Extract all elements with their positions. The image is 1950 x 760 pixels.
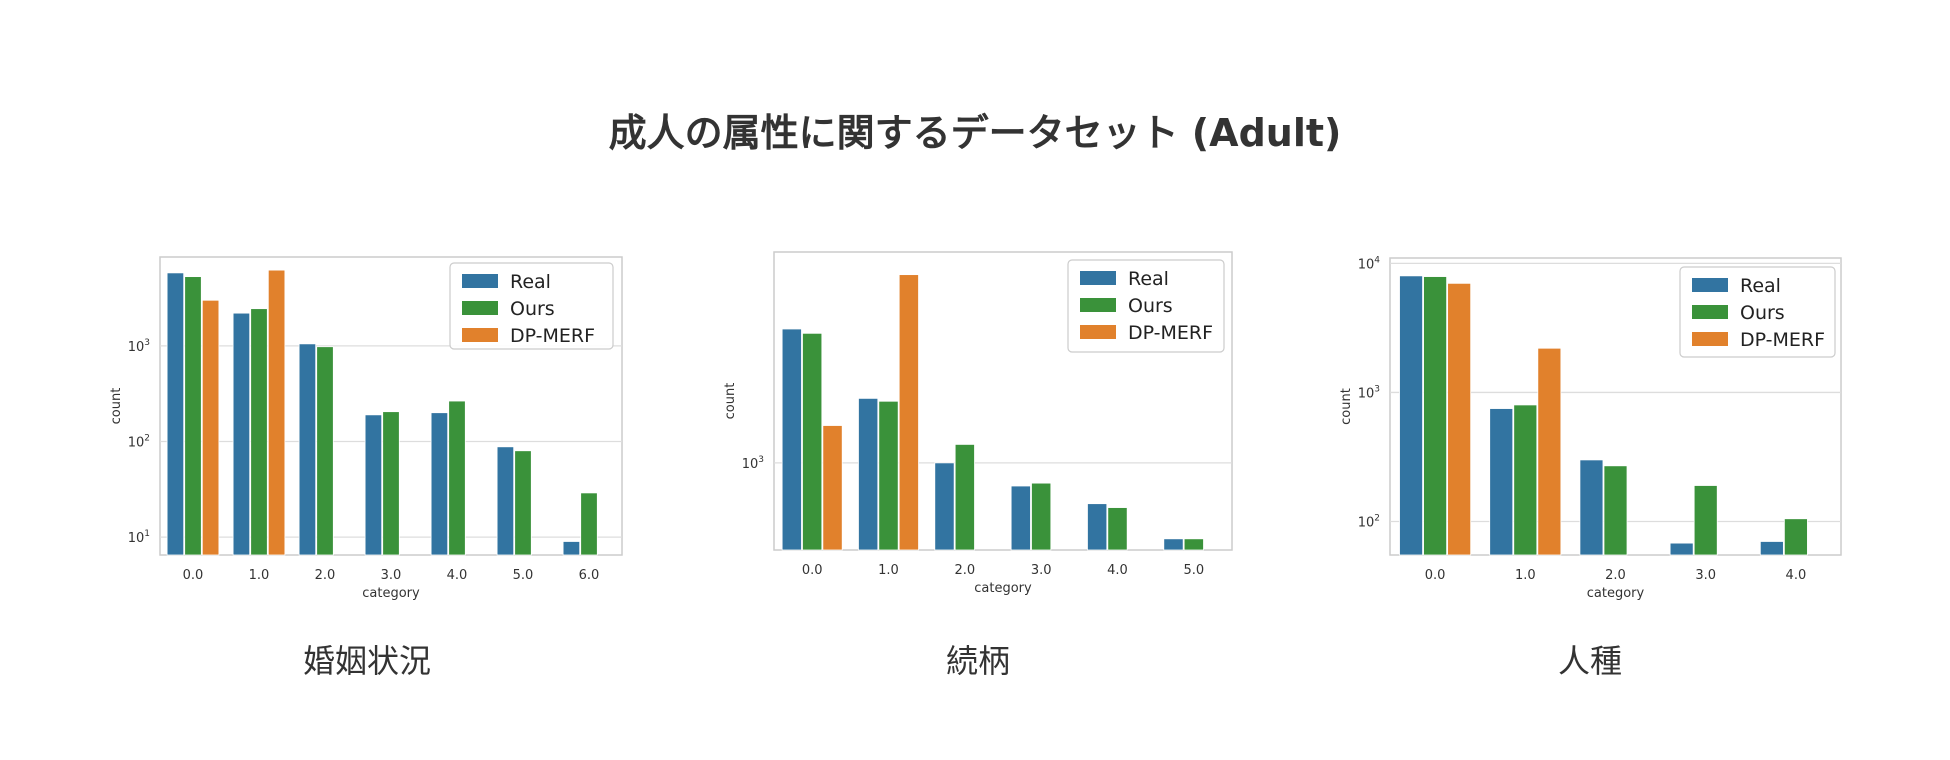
legend-swatch xyxy=(462,301,498,315)
bar xyxy=(1579,459,1604,556)
page-title: 成人の属性に関するデータセット (Adult) xyxy=(608,111,1342,155)
race-chart: 0.0 1.0 2.0 3.0 4.0 102 103 104 category count Rea… xyxy=(1339,255,1842,601)
bar xyxy=(382,411,400,556)
bar xyxy=(184,276,202,556)
y-tick-label: 102 xyxy=(1358,513,1380,530)
legend-swatch xyxy=(1080,325,1116,339)
bar xyxy=(1399,275,1423,556)
x-tick-label: 3.0 xyxy=(1695,568,1716,583)
legend-label: DP-MERF xyxy=(510,325,595,347)
bar xyxy=(562,541,581,556)
bar xyxy=(1423,276,1448,556)
bar xyxy=(496,446,515,556)
y-tick-label: 102 xyxy=(128,433,150,450)
bar xyxy=(954,443,975,551)
x-tick-label: 5.0 xyxy=(513,568,534,583)
bar xyxy=(781,328,802,551)
bar xyxy=(1183,538,1204,551)
x-tick-label: 1.0 xyxy=(878,563,899,578)
legend-label: Ours xyxy=(1128,295,1173,317)
legend-swatch xyxy=(1692,278,1728,292)
bar xyxy=(1031,482,1052,551)
x-tick-label: 2.0 xyxy=(954,563,975,578)
bar xyxy=(430,412,449,556)
bar xyxy=(201,299,220,556)
legend-swatch xyxy=(1080,298,1116,312)
legend-swatch xyxy=(1692,305,1728,319)
x-axis-label: category xyxy=(1587,586,1645,601)
bar xyxy=(448,400,466,556)
bar xyxy=(878,400,899,551)
legend-label: Ours xyxy=(1740,302,1785,324)
bar xyxy=(364,414,383,556)
legend-label: DP-MERF xyxy=(1740,329,1825,351)
y-tick-label: 101 xyxy=(128,529,150,546)
legend-label: Real xyxy=(510,271,551,293)
chart-caption-relationship: 続柄 xyxy=(945,642,1010,680)
bar xyxy=(898,274,919,551)
bar xyxy=(1489,408,1514,556)
bar xyxy=(1783,518,1808,556)
x-tick-label: 3.0 xyxy=(1031,563,1052,578)
bar xyxy=(858,397,879,551)
legend-label: Real xyxy=(1740,275,1781,297)
y-tick-label: 104 xyxy=(1358,255,1381,272)
y-tick-label: 103 xyxy=(742,455,764,472)
bar xyxy=(1447,282,1472,556)
bar xyxy=(316,346,334,556)
y-axis-label: count xyxy=(723,383,738,420)
bar xyxy=(1669,542,1694,556)
y-tick-label: 103 xyxy=(1358,384,1380,401)
bar xyxy=(1759,541,1784,556)
bar xyxy=(802,332,823,551)
legend-label: Real xyxy=(1128,268,1169,290)
relationship-chart: 0.0 1.0 2.0 3.0 4.0 5.0 103 category count Real Ou… xyxy=(723,251,1233,596)
chart-caption-race: 人種 xyxy=(1557,642,1622,680)
bar xyxy=(1693,485,1718,556)
x-tick-label: 4.0 xyxy=(1107,563,1128,578)
legend-swatch xyxy=(1692,332,1728,346)
bar xyxy=(1163,538,1184,551)
x-tick-label: 3.0 xyxy=(381,568,402,583)
bar xyxy=(1107,507,1128,551)
x-tick-label: 0.0 xyxy=(183,568,204,583)
legend-swatch xyxy=(462,328,498,342)
bar xyxy=(1513,404,1538,556)
x-tick-label: 0.0 xyxy=(802,563,823,578)
bar xyxy=(580,492,598,556)
y-tick-label: 103 xyxy=(128,338,150,355)
bar xyxy=(232,312,251,556)
x-tick-label: 6.0 xyxy=(579,568,600,583)
x-tick-label: 2.0 xyxy=(1605,568,1626,583)
x-tick-label: 2.0 xyxy=(315,568,336,583)
bar xyxy=(1603,465,1628,556)
bar xyxy=(298,343,317,556)
bar xyxy=(267,269,286,556)
bar xyxy=(934,462,955,551)
marital-status-chart: 0.0 1.0 2.0 3.0 4.0 5.0 6.0 101 102 103 category co… xyxy=(109,256,623,601)
legend-swatch xyxy=(1080,271,1116,285)
x-tick-label: 1.0 xyxy=(1515,568,1536,583)
bar xyxy=(166,272,185,556)
bar xyxy=(250,308,268,556)
legend-swatch xyxy=(462,274,498,288)
legend-label: DP-MERF xyxy=(1128,322,1213,344)
x-tick-label: 0.0 xyxy=(1425,568,1446,583)
chart-caption-marital-status: 婚姻状況 xyxy=(302,642,431,680)
bar xyxy=(1010,485,1031,551)
x-axis-label: category xyxy=(974,581,1032,596)
legend-label: Ours xyxy=(510,298,555,320)
y-axis-label: count xyxy=(1339,388,1354,425)
x-tick-label: 5.0 xyxy=(1183,563,1204,578)
x-tick-label: 4.0 xyxy=(1786,568,1807,583)
x-axis-label: category xyxy=(362,586,420,601)
x-tick-label: 4.0 xyxy=(447,568,468,583)
bar xyxy=(1087,503,1108,551)
x-tick-label: 1.0 xyxy=(249,568,270,583)
bar xyxy=(514,450,532,556)
bar xyxy=(822,425,843,551)
bar xyxy=(1537,347,1562,556)
y-axis-label: count xyxy=(109,388,124,425)
